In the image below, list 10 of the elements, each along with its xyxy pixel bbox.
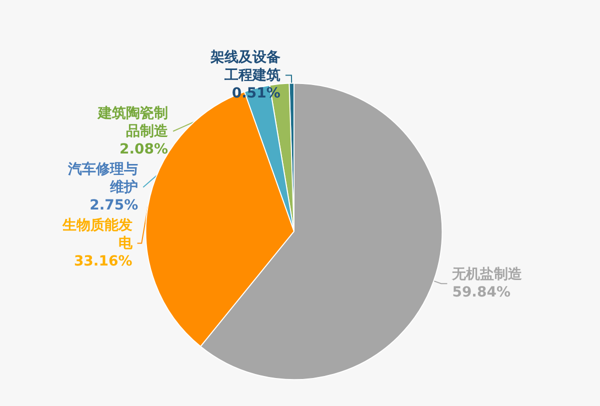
slice-label: 建筑陶瓷制品制造 xyxy=(97,105,170,140)
data-label: 33.16% xyxy=(74,253,132,270)
slice-label: 生物质能发电 xyxy=(61,216,134,252)
slice-label: 架线及设备工程建筑 xyxy=(209,49,280,84)
data-label: 0.51% xyxy=(232,85,280,102)
data-label: 2.08% xyxy=(119,141,168,158)
data-label: 2.75% xyxy=(90,197,138,214)
slice-label: 无机盐制造 xyxy=(451,266,524,283)
data-label: 59.84% xyxy=(452,284,511,301)
slice-label: 汽车修理与维护 xyxy=(67,160,138,196)
